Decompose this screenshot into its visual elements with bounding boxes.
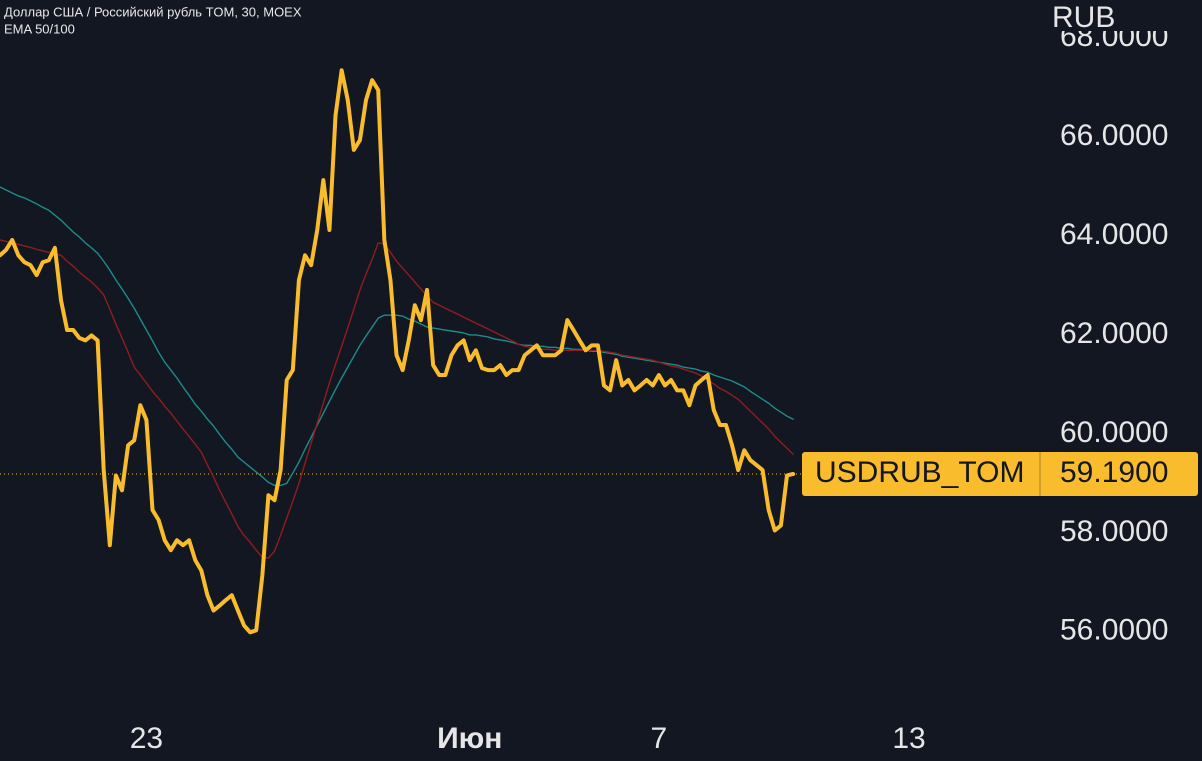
series-line bbox=[0, 239, 794, 559]
y-axis-label: RUB bbox=[1052, 1, 1115, 34]
x-tick-label: 7 bbox=[651, 722, 668, 755]
x-tick-label: 13 bbox=[892, 722, 925, 755]
y-tick-label: 62.0000 bbox=[1060, 317, 1168, 350]
y-tick-label: 64.0000 bbox=[1060, 218, 1168, 251]
y-tick-label: 60.0000 bbox=[1060, 416, 1168, 449]
last-price-label: 59.1900 bbox=[1060, 456, 1168, 489]
axis-header-bg bbox=[1042, 0, 1202, 31]
plot-area: 56.0000 58.0000 60.0000 62.0000 64.0000 66.00… bbox=[0, 20, 1198, 755]
x-tick-label: Июн bbox=[437, 722, 502, 755]
y-tick-label: 58.0000 bbox=[1060, 515, 1168, 548]
chart-title: Доллар США / Российский рубль TOM, 30, M… bbox=[4, 4, 302, 19]
y-tick-label: 56.0000 bbox=[1060, 614, 1168, 647]
last-price-box bbox=[802, 451, 1198, 496]
series-name: USDRUB_TOM bbox=[815, 456, 1024, 489]
chart-subtitle: EMA 50/100 bbox=[4, 21, 75, 36]
y-tick-label: 66.0000 bbox=[1060, 119, 1168, 152]
x-tick-label: 23 bbox=[130, 722, 163, 755]
series-line bbox=[0, 68, 796, 635]
